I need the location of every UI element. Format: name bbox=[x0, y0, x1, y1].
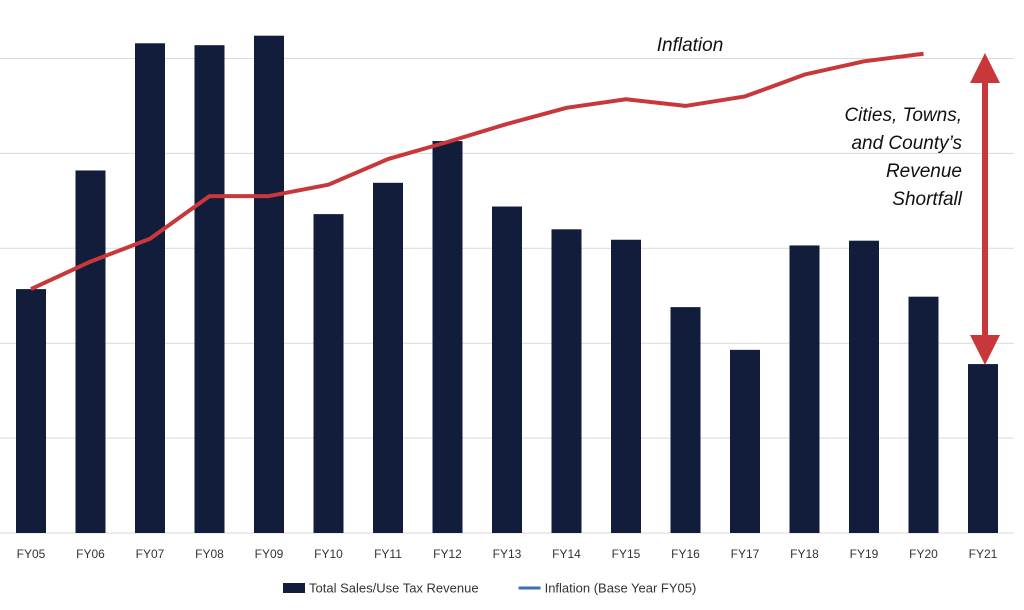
bar bbox=[432, 141, 463, 534]
bar bbox=[135, 43, 165, 533]
x-tick-label: FY13 bbox=[493, 547, 522, 561]
bar bbox=[968, 364, 998, 533]
bar bbox=[611, 239, 641, 533]
shortfall-annotation: Shortfall bbox=[892, 189, 962, 210]
x-tick-label: FY20 bbox=[909, 547, 938, 561]
x-tick-label: FY11 bbox=[374, 547, 402, 561]
bar bbox=[75, 170, 106, 533]
legend-label: Inflation (Base Year FY05) bbox=[545, 580, 697, 595]
x-tick-label: FY08 bbox=[195, 547, 224, 561]
x-tick-label: FY07 bbox=[136, 547, 165, 561]
bar bbox=[194, 45, 225, 533]
x-tick-label: FY06 bbox=[76, 547, 105, 561]
shortfall-annotation: Revenue bbox=[886, 161, 962, 182]
inflation-line bbox=[30, 51, 924, 291]
bar bbox=[908, 296, 939, 533]
x-tick-label: FY10 bbox=[314, 547, 343, 561]
inflation-annotation: Inflation bbox=[657, 35, 724, 56]
bar bbox=[492, 206, 522, 533]
bar bbox=[849, 240, 879, 534]
x-tick-label: FY15 bbox=[612, 547, 641, 561]
bar bbox=[730, 349, 760, 533]
bar bbox=[313, 214, 344, 533]
x-tick-label: FY18 bbox=[790, 547, 819, 561]
bar bbox=[789, 245, 820, 533]
x-tick-label: FY12 bbox=[433, 547, 462, 561]
bar bbox=[373, 182, 403, 534]
bar bbox=[16, 289, 46, 533]
bar bbox=[551, 229, 582, 533]
shortfall-annotation: Cities, Towns, bbox=[844, 105, 962, 126]
x-tick-label: FY17 bbox=[731, 547, 760, 561]
legend-label: Total Sales/Use Tax Revenue bbox=[309, 580, 479, 595]
legend-swatch bbox=[283, 583, 305, 593]
x-tick-label: FY21 bbox=[969, 547, 998, 561]
x-tick-label: FY05 bbox=[17, 547, 46, 561]
x-tick-label: FY14 bbox=[552, 547, 581, 561]
x-tick-label: FY19 bbox=[850, 547, 879, 561]
x-tick-label: FY16 bbox=[671, 547, 700, 561]
x-tick-label: FY09 bbox=[255, 547, 284, 561]
bar bbox=[670, 307, 701, 533]
shortfall-annotation: and County’s bbox=[851, 133, 962, 154]
bar bbox=[254, 35, 284, 534]
